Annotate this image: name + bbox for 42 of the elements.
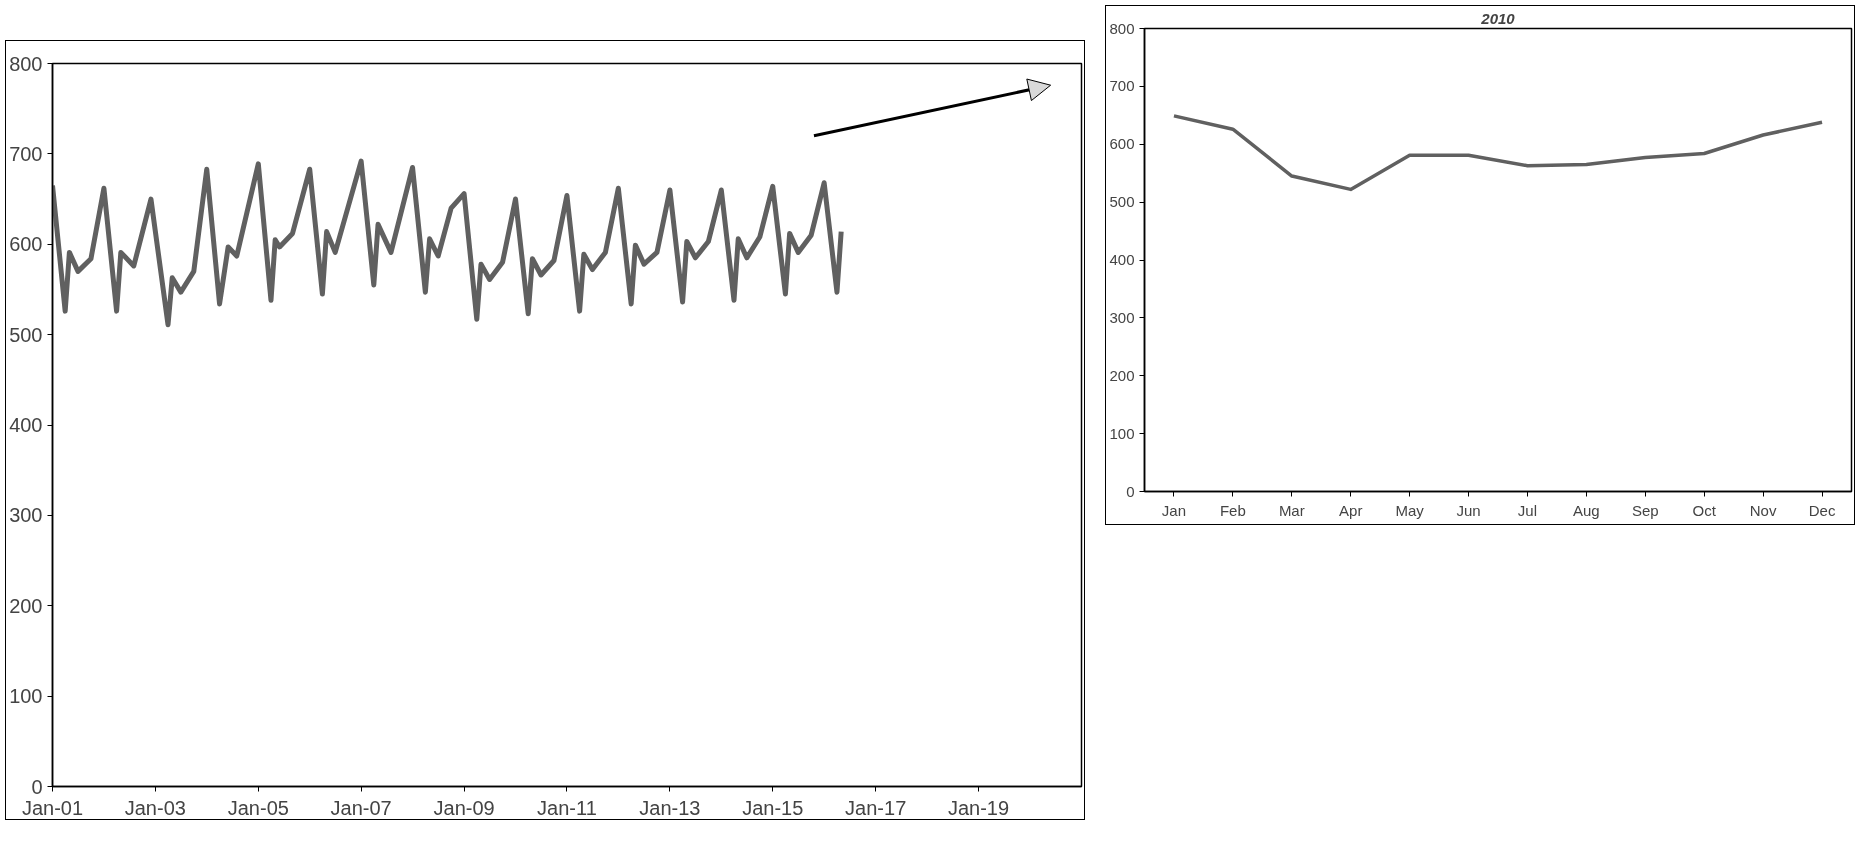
y-tick-label: 600 bbox=[1109, 135, 1135, 153]
x-tick-label: Jan-01 bbox=[21, 796, 84, 819]
x-tick-label: Jul bbox=[1517, 501, 1538, 519]
x-tick-label: May bbox=[1395, 501, 1425, 519]
y-tick-label: 800 bbox=[9, 52, 43, 75]
x-tick-label: Jan-09 bbox=[433, 796, 495, 819]
y-tick-label: 500 bbox=[9, 323, 43, 346]
x-tick-label: Jan-05 bbox=[227, 796, 289, 819]
y-tick-label: 200 bbox=[9, 594, 43, 617]
y-tick-label: 500 bbox=[1109, 193, 1135, 211]
x-tick-label: Jan bbox=[1161, 501, 1187, 519]
x-tick-label: Jan-17 bbox=[845, 796, 907, 819]
y-tick-label: 700 bbox=[9, 142, 43, 165]
x-tick-label: Sep bbox=[1631, 501, 1659, 519]
x-tick-label: Apr bbox=[1339, 501, 1363, 519]
x-tick-label: Jun bbox=[1456, 501, 1481, 519]
x-tick-label: Nov bbox=[1749, 501, 1777, 519]
x-tick-label: Mar bbox=[1278, 501, 1305, 519]
y-tick-label: 600 bbox=[9, 233, 43, 256]
y-tick-label: 0 bbox=[31, 775, 43, 798]
x-tick-label: Feb bbox=[1219, 501, 1246, 519]
y-tick-label: 400 bbox=[9, 414, 43, 436]
x-tick-label: Aug bbox=[1573, 501, 1600, 519]
y-tick-label: 300 bbox=[9, 504, 43, 527]
y-tick-label: 300 bbox=[1109, 308, 1135, 326]
x-tick-label: Jan-13 bbox=[639, 796, 701, 819]
y-tick-label: 800 bbox=[1109, 19, 1135, 37]
line-series bbox=[1172, 114, 1824, 192]
x-tick-label: Jan-07 bbox=[330, 796, 392, 819]
y-tick-label: 100 bbox=[9, 685, 43, 708]
y-tick-label: 200 bbox=[1109, 366, 1135, 384]
y-tick-label: 100 bbox=[1109, 424, 1135, 442]
x-tick-label: Dec bbox=[1808, 501, 1836, 519]
y-tick-label: 700 bbox=[1109, 77, 1135, 95]
y-tick-label: 0 bbox=[1126, 482, 1135, 500]
x-tick-label: Jan-15 bbox=[742, 796, 804, 819]
chart-title: 2010 bbox=[1480, 9, 1516, 27]
y-tick-label: 400 bbox=[1109, 251, 1135, 268]
x-tick-label: Jan-19 bbox=[947, 796, 1010, 819]
x-tick-label: Jan-03 bbox=[124, 796, 186, 819]
x-tick-label: Oct bbox=[1692, 501, 1717, 519]
x-tick-label: Jan-11 bbox=[537, 796, 597, 819]
